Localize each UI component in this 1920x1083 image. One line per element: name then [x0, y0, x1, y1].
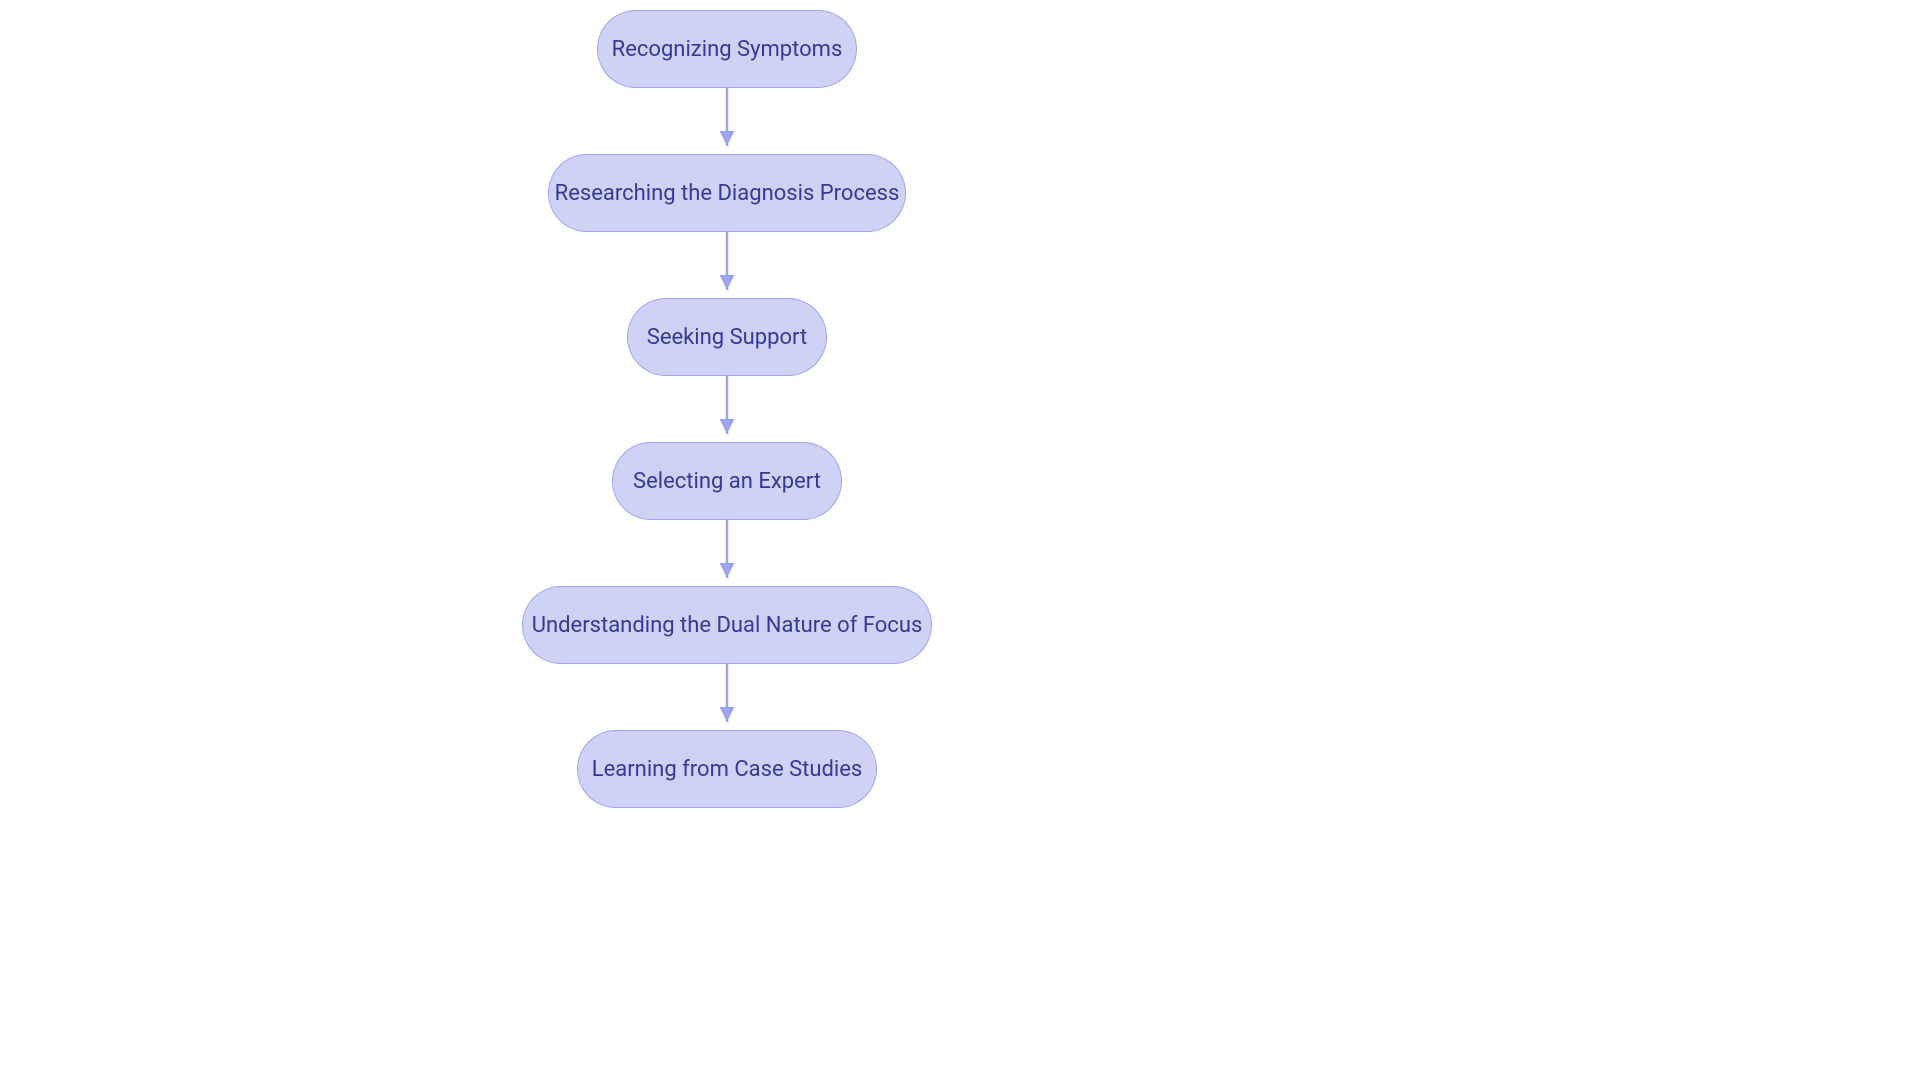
- flowchart-node-label: Seeking Support: [647, 325, 808, 350]
- flowchart-node-label: Recognizing Symptoms: [612, 37, 843, 62]
- flowchart-edges: [0, 0, 1920, 1083]
- flowchart-node-label: Learning from Case Studies: [592, 757, 863, 782]
- flowchart-node-label: Researching the Diagnosis Process: [555, 181, 900, 206]
- flowchart-node: Recognizing Symptoms: [597, 10, 857, 88]
- flowchart-node: Understanding the Dual Nature of Focus: [522, 586, 932, 664]
- flowchart-node: Seeking Support: [627, 298, 827, 376]
- flowchart-node: Learning from Case Studies: [577, 730, 877, 808]
- flowchart-canvas: Recognizing Symptoms Researching the Diag…: [0, 0, 1920, 1083]
- flowchart-node: Selecting an Expert: [612, 442, 842, 520]
- flowchart-node-label: Understanding the Dual Nature of Focus: [532, 613, 923, 638]
- flowchart-node-label: Selecting an Expert: [633, 469, 821, 494]
- flowchart-node: Researching the Diagnosis Process: [548, 154, 906, 232]
